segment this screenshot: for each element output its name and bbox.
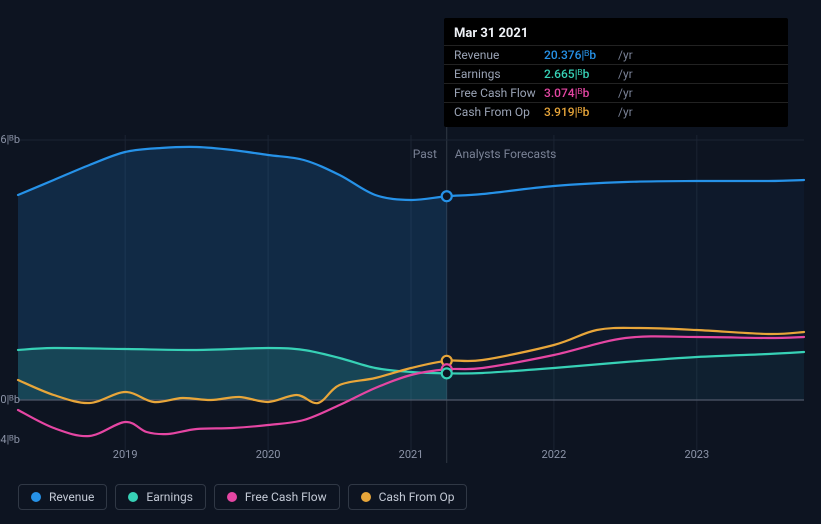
x-axis-tick: 2021 [399,448,424,461]
tooltip-row-value: 20.376|ᴮb [544,48,614,62]
tooltip-row-unit: /yr [618,67,633,81]
past-label: Past [413,147,437,161]
legend-item[interactable]: Earnings [115,484,206,510]
tooltip-row: Revenue20.376|ᴮb/yr [444,45,788,64]
tooltip-row-value: 2.665|ᴮb [544,67,614,81]
tooltip-title: Mar 31 2021 [444,24,788,45]
tooltip-row-label: Cash From Op [454,105,544,119]
tooltip-row-unit: /yr [618,105,633,119]
chart-tooltip: Mar 31 2021 Revenue20.376|ᴮb/yrEarnings2… [444,18,788,127]
chart-legend: Revenue Earnings Free Cash Flow Cash From O… [18,484,467,510]
legend-swatch [128,492,138,502]
tooltip-row-unit: /yr [618,86,633,100]
tooltip-row-unit: /yr [618,48,633,62]
y-axis-tick: 0|ᴮb [0,393,20,406]
y-axis-tick: -4|ᴮb [0,433,20,446]
forecast-label: Analysts Forecasts [455,147,557,161]
legend-label: Revenue [49,490,94,504]
x-axis-tick: 2020 [256,448,281,461]
legend-label: Cash From Op [379,490,455,504]
tooltip-row-value: 3.074|ᴮb [544,86,614,100]
legend-item[interactable]: Revenue [18,484,107,510]
legend-item[interactable]: Cash From Op [348,484,468,510]
legend-label: Earnings [146,490,193,504]
tooltip-row: Earnings2.665|ᴮb/yr [444,64,788,83]
financials-chart: Mar 31 2021 Revenue20.376|ᴮb/yrEarnings2… [0,0,821,524]
tooltip-row: Cash From Op3.919|ᴮb/yr [444,102,788,121]
x-axis-tick: 2022 [542,448,567,461]
x-axis-tick: 2019 [113,448,138,461]
tooltip-row-label: Revenue [454,48,544,62]
x-axis-tick: 2023 [684,448,709,461]
legend-swatch [361,492,371,502]
legend-item[interactable]: Free Cash Flow [214,484,340,510]
y-axis-tick: 26|ᴮb [0,133,20,146]
tooltip-row-label: Free Cash Flow [454,86,544,100]
legend-swatch [31,492,41,502]
tooltip-row-label: Earnings [454,67,544,81]
tooltip-row-value: 3.919|ᴮb [544,105,614,119]
legend-swatch [227,492,237,502]
legend-label: Free Cash Flow [245,490,327,504]
tooltip-row: Free Cash Flow3.074|ᴮb/yr [444,83,788,102]
